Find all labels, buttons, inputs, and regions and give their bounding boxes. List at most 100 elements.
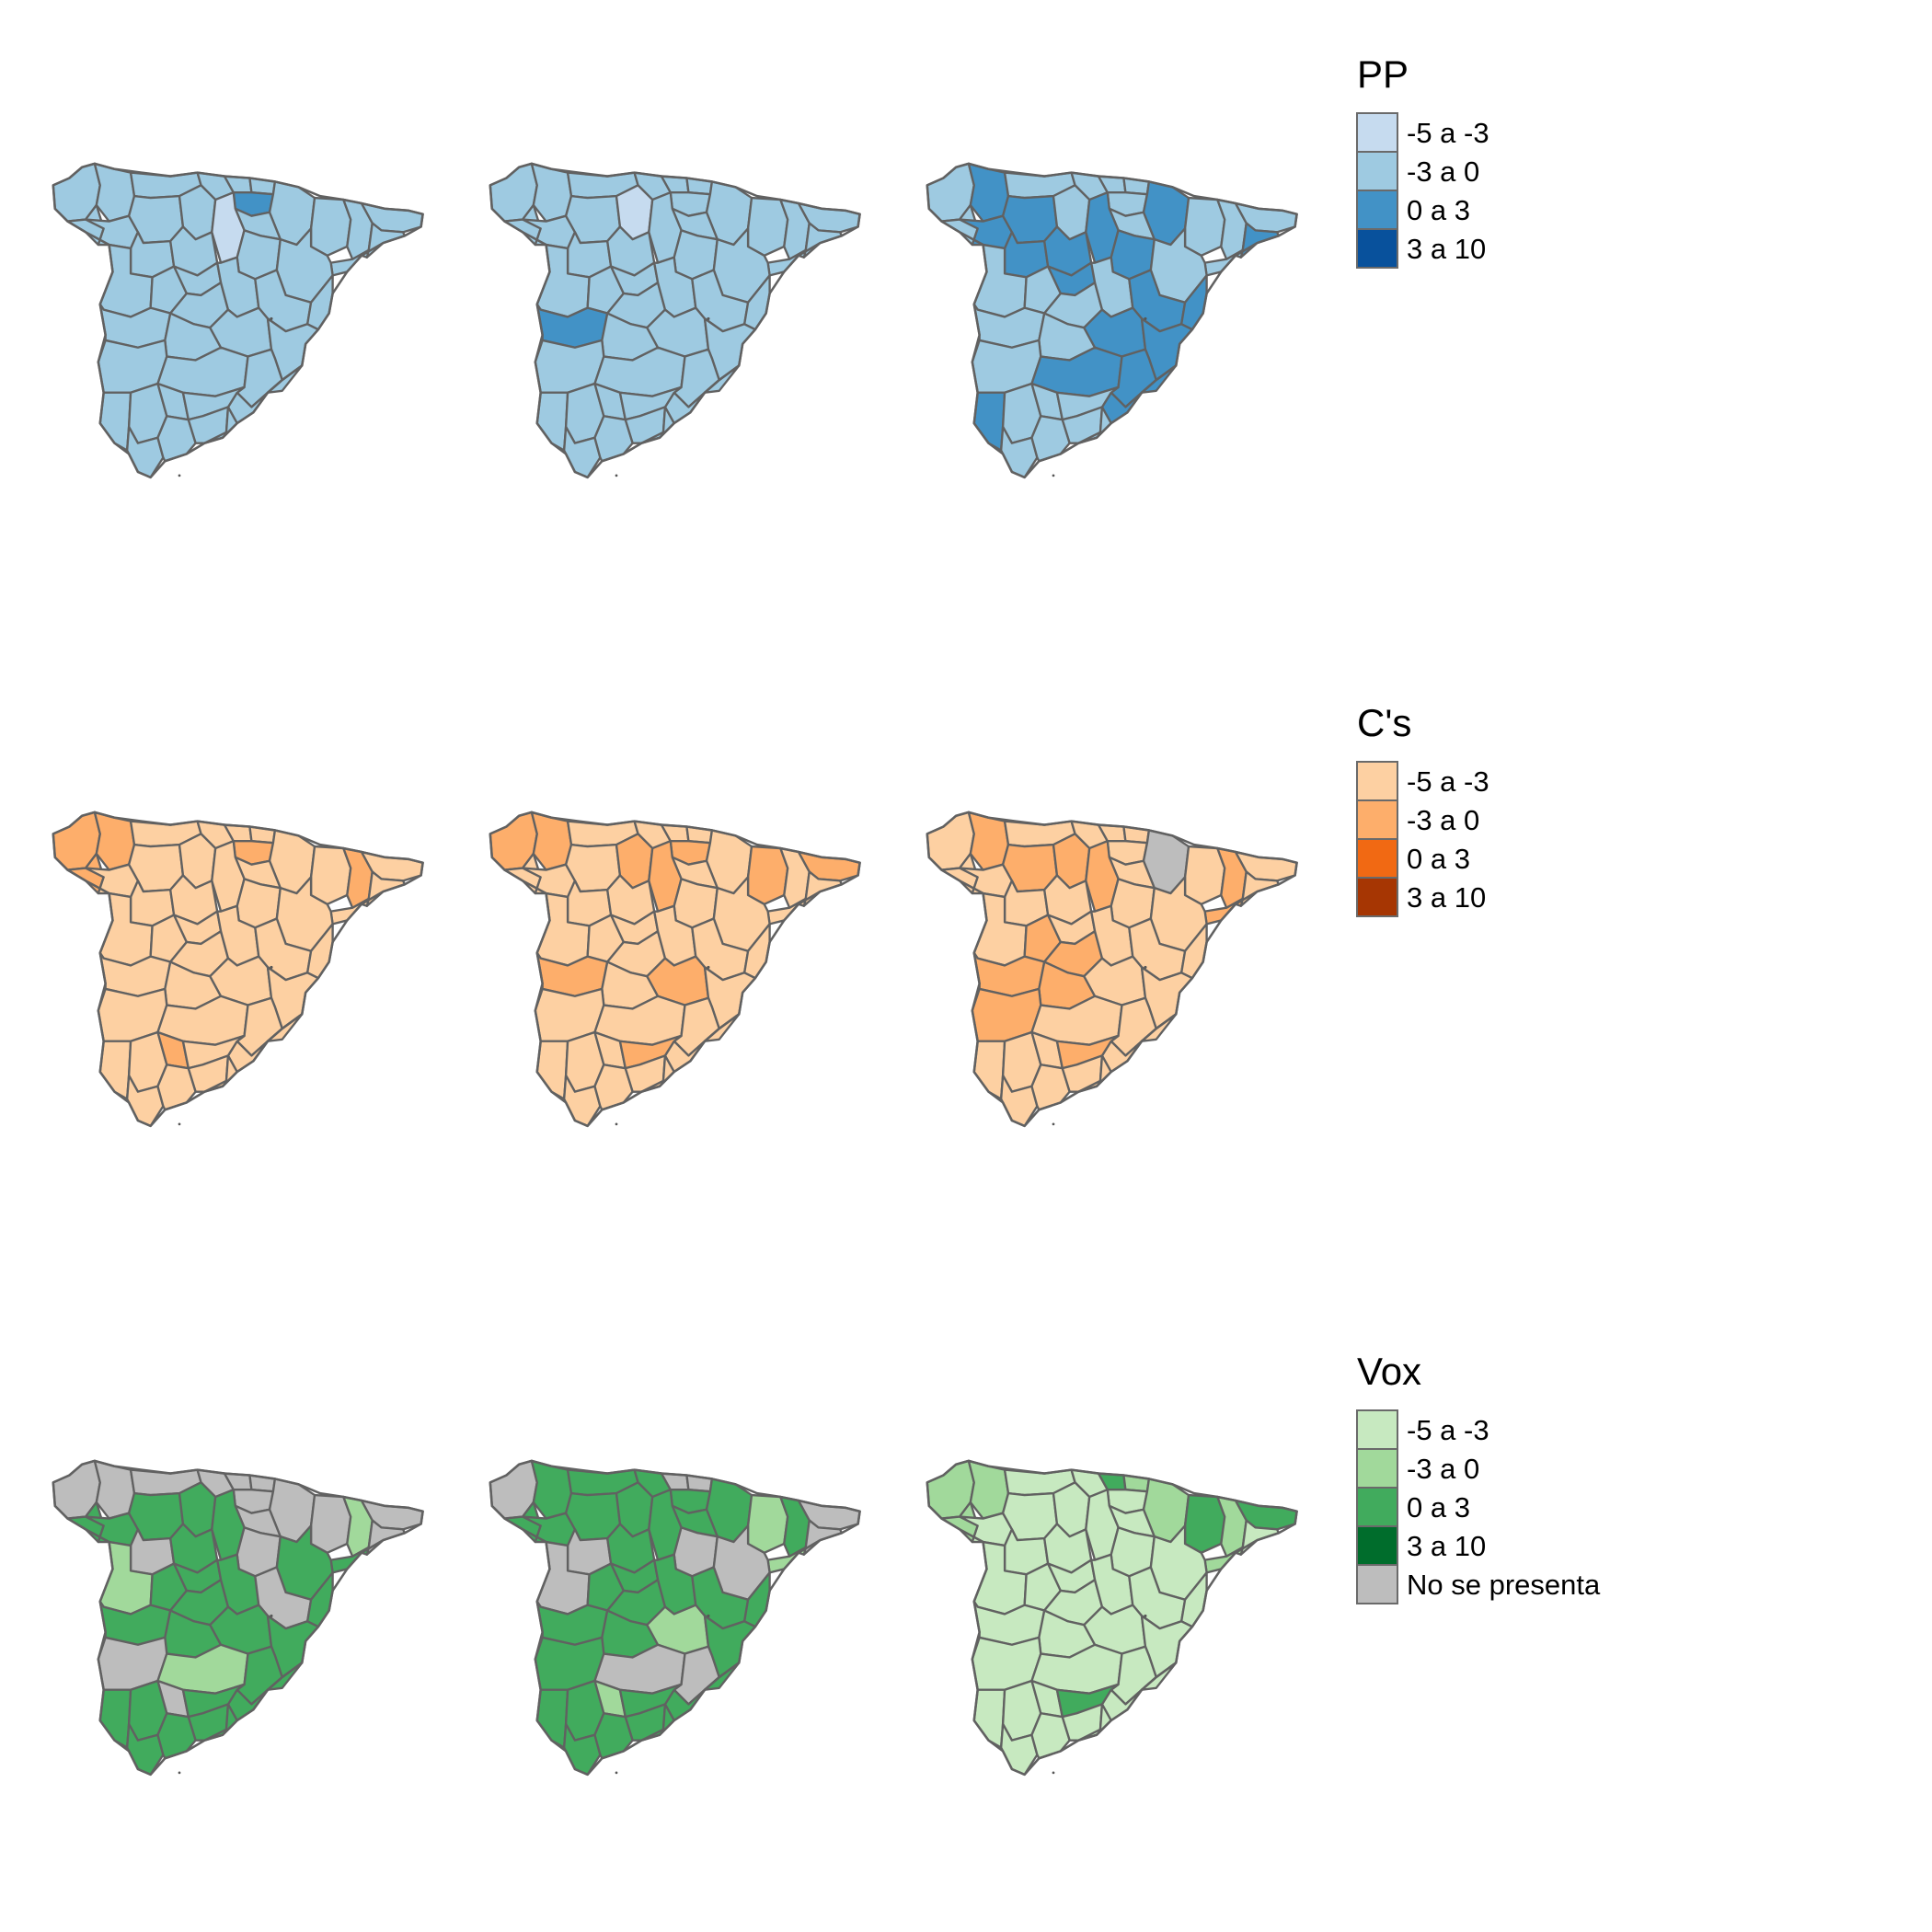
legend-key xyxy=(1356,112,1398,153)
province-huesca xyxy=(746,196,789,257)
province-lugo xyxy=(967,811,1010,871)
province-lugo xyxy=(93,1459,136,1520)
map-cs-1 xyxy=(52,811,424,1128)
map-pp-2 xyxy=(489,162,861,479)
province-malaga xyxy=(1030,415,1071,463)
legend-title: PP xyxy=(1357,52,1409,96)
province-huelva xyxy=(535,391,569,452)
province-huesca xyxy=(746,845,789,905)
legend-label: 3 a 10 xyxy=(1407,881,1486,914)
province-huelva xyxy=(535,1040,569,1100)
islet-dot xyxy=(270,1614,273,1617)
legend-key xyxy=(1356,1564,1398,1604)
province-huelva xyxy=(98,1688,132,1749)
islet-dot xyxy=(1144,965,1147,969)
islet-dot xyxy=(615,1771,618,1775)
legend-label: -3 a 0 xyxy=(1407,804,1479,836)
islet-dot xyxy=(178,1771,181,1775)
legend-label: -3 a 0 xyxy=(1407,155,1479,188)
map-cs-2 xyxy=(489,811,861,1128)
islet-dot xyxy=(1052,1771,1055,1775)
country-outline xyxy=(489,811,861,1128)
province-huesca xyxy=(309,196,352,257)
province-huelva xyxy=(972,1040,1006,1100)
province-huelva xyxy=(98,1040,132,1100)
province-lugo xyxy=(967,1459,1010,1520)
province-malaga xyxy=(593,1064,634,1111)
province-huesca xyxy=(1183,1493,1226,1554)
islet-dot xyxy=(178,1122,181,1126)
legend-key xyxy=(1356,761,1398,801)
legend-key xyxy=(1356,151,1398,191)
islet-dot xyxy=(1052,1122,1055,1126)
province-lugo xyxy=(530,162,573,223)
legend-label: -5 a -3 xyxy=(1407,117,1489,149)
country-outline xyxy=(52,1459,424,1777)
province-huelva xyxy=(972,391,1006,452)
legend-label: 0 a 3 xyxy=(1407,1491,1470,1524)
province-malaga xyxy=(1030,1712,1071,1760)
legend-label: 0 a 3 xyxy=(1407,843,1470,875)
country-outline xyxy=(926,162,1298,479)
islet-dot xyxy=(615,474,618,477)
islet-dot xyxy=(615,1122,618,1126)
map-pp-3 xyxy=(926,162,1298,479)
legend-label: -3 a 0 xyxy=(1407,1453,1479,1485)
legend-label: -5 a -3 xyxy=(1407,1414,1489,1446)
country-outline xyxy=(926,1459,1298,1777)
islet-dot xyxy=(1052,474,1055,477)
legend-key xyxy=(1356,1409,1398,1450)
province-malaga xyxy=(593,415,634,463)
province-huesca xyxy=(309,1493,352,1554)
legend-label: -5 a -3 xyxy=(1407,765,1489,798)
legend-key xyxy=(1356,799,1398,840)
legend-key xyxy=(1356,838,1398,879)
province-huelva xyxy=(535,1688,569,1749)
country-outline xyxy=(489,1459,861,1777)
legend-label: No se presenta xyxy=(1407,1569,1601,1601)
islet-dot xyxy=(1144,316,1147,320)
legend-vox: Vox -5 a -3 -3 a 0 0 a 3 3 a 10 No se present… xyxy=(1356,1350,1601,1604)
legend-key xyxy=(1356,1487,1398,1527)
legend-label: 3 a 10 xyxy=(1407,1530,1486,1562)
province-lugo xyxy=(93,811,136,871)
country-outline xyxy=(489,162,861,479)
map-vox-1 xyxy=(52,1459,424,1777)
islet-dot xyxy=(707,1614,710,1617)
maps-layer xyxy=(52,162,1298,1777)
province-lugo xyxy=(530,1459,573,1520)
legend-cs: C's -5 a -3 -3 a 0 0 a 3 3 a 10 xyxy=(1356,701,1489,917)
province-huelva xyxy=(98,391,132,452)
province-malaga xyxy=(593,1712,634,1760)
province-huesca xyxy=(1183,196,1226,257)
province-lugo xyxy=(530,811,573,871)
province-malaga xyxy=(156,1064,197,1111)
map-vox-3 xyxy=(926,1459,1298,1777)
legends-layer: PP -5 a -3 -3 a 0 0 a 3 3 a 10 C's -5 a -3 -3 a… xyxy=(1356,52,1601,1604)
legend-title: Vox xyxy=(1357,1350,1421,1393)
province-lugo xyxy=(93,162,136,223)
legend-title: C's xyxy=(1357,701,1411,744)
country-outline xyxy=(926,811,1298,1128)
islet-dot xyxy=(707,316,710,320)
legend-key xyxy=(1356,228,1398,269)
legend-label: 3 a 10 xyxy=(1407,233,1486,265)
province-huesca xyxy=(309,845,352,905)
province-huesca xyxy=(746,1493,789,1554)
country-outline xyxy=(52,811,424,1128)
province-malaga xyxy=(156,415,197,463)
legend-key xyxy=(1356,877,1398,917)
province-lugo xyxy=(967,162,1010,223)
province-huelva xyxy=(972,1688,1006,1749)
legend-key xyxy=(1356,190,1398,230)
islet-dot xyxy=(178,474,181,477)
legend-label: 0 a 3 xyxy=(1407,194,1470,226)
province-malaga xyxy=(156,1712,197,1760)
legend-pp: PP -5 a -3 -3 a 0 0 a 3 3 a 10 xyxy=(1356,52,1489,269)
country-outline xyxy=(52,162,424,479)
legend-key xyxy=(1356,1448,1398,1489)
islet-dot xyxy=(270,965,273,969)
islet-dot xyxy=(1144,1614,1147,1617)
province-huesca xyxy=(1183,845,1226,905)
